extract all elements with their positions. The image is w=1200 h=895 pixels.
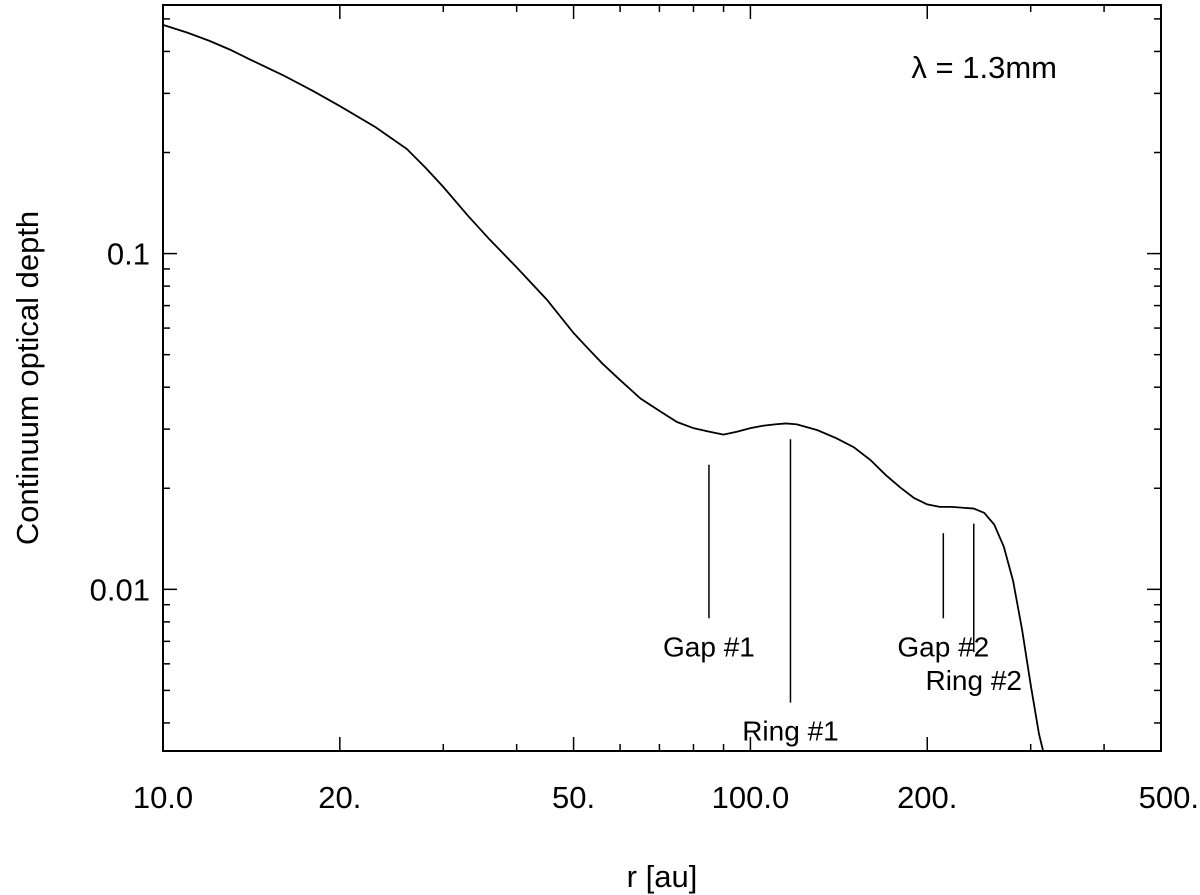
plot-frame	[162, 4, 1162, 752]
x-tick-label: 500.	[1139, 780, 1199, 815]
y-tick-labels: 0.1 0.01	[90, 237, 150, 608]
wavelength-label: λ = 1.3mm	[911, 50, 1057, 85]
annotation-label: Ring #2	[925, 665, 1022, 696]
x-tick-labels: 10.0 20. 50. 100.0 200. 500.	[133, 780, 1199, 815]
optical-depth-curve	[162, 23, 1045, 752]
x-tick-label: 10.0	[133, 780, 193, 815]
x-tick-label: 200.	[897, 780, 957, 815]
annotation-label: Gap #1	[663, 631, 755, 662]
x-axis-title: r [au]	[627, 859, 698, 894]
axis-ticks	[162, 5, 1162, 751]
x-tick-label: 50.	[552, 780, 595, 815]
annotation-label: Ring #1	[742, 716, 839, 747]
y-tick-label: 0.01	[90, 572, 150, 607]
annotation-label: Gap #2	[897, 631, 989, 662]
y-axis-title: Continuum optical depth	[10, 211, 45, 545]
x-tick-label: 20.	[318, 780, 361, 815]
y-tick-label: 0.1	[107, 237, 150, 272]
x-tick-label: 100.0	[712, 780, 790, 815]
